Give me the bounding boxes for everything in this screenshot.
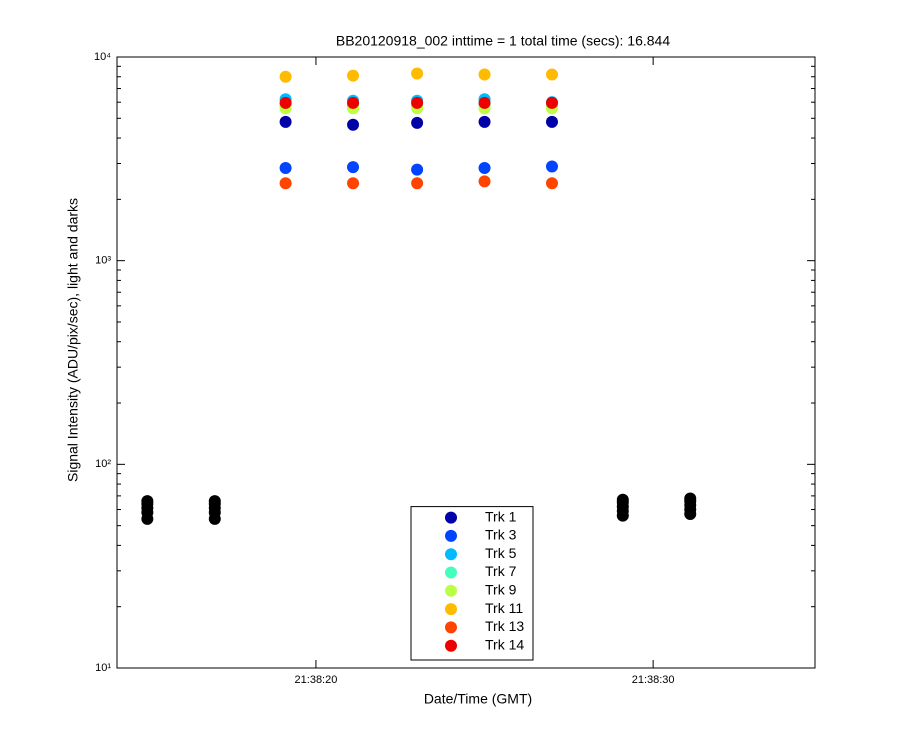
point <box>347 118 360 131</box>
legend-label: Trk 13 <box>485 618 524 634</box>
point <box>545 115 558 128</box>
point <box>545 177 558 190</box>
legend-marker <box>445 584 457 597</box>
legend-box <box>410 506 534 661</box>
y-tick-label: 10² <box>95 458 111 470</box>
point <box>411 67 424 80</box>
point <box>347 177 360 190</box>
legend-label: Trk 5 <box>485 545 517 561</box>
point <box>279 177 292 190</box>
legend-marker <box>445 639 457 652</box>
point <box>411 163 424 176</box>
x-tick-label: 21:38:30 <box>632 674 675 686</box>
legend-marker <box>445 529 457 542</box>
legend-label: Trk 1 <box>485 508 517 524</box>
point <box>279 96 292 109</box>
dark-point <box>684 492 697 505</box>
dark-point <box>208 495 221 508</box>
x-tick-label: 21:38:20 <box>295 674 338 686</box>
legend-marker <box>445 621 457 634</box>
legend-marker <box>445 511 457 524</box>
legend-label: Trk 9 <box>485 582 517 598</box>
dark-point <box>141 495 154 508</box>
legend-marker <box>445 566 457 579</box>
point <box>279 115 292 128</box>
dark-point <box>616 493 629 506</box>
legend-label: Trk 3 <box>485 527 517 543</box>
point <box>411 116 424 129</box>
point <box>411 177 424 190</box>
point <box>279 162 292 175</box>
point <box>545 160 558 173</box>
y-tick-label: 10¹ <box>95 662 111 674</box>
point <box>545 96 558 109</box>
legend-label: Trk 14 <box>485 636 524 652</box>
point <box>411 96 424 109</box>
point <box>347 69 360 82</box>
point <box>478 115 491 128</box>
legend-label: Trk 7 <box>485 563 517 579</box>
legend-label: Trk 11 <box>485 600 523 616</box>
point <box>545 68 558 81</box>
x-axis-label: Date/Time (GMT) <box>424 691 532 707</box>
point <box>478 175 491 188</box>
point <box>478 68 491 81</box>
point <box>478 162 491 175</box>
point <box>478 96 491 109</box>
y-tick-label: 10³ <box>95 255 111 267</box>
point <box>279 70 292 83</box>
chart-title: BB20120918_002 inttime = 1 total time (s… <box>336 33 670 49</box>
y-tick-label: 10⁴ <box>94 51 111 63</box>
point <box>347 161 360 174</box>
y-axis-label: Signal Intensity (ADU/pix/sec), light an… <box>65 198 81 482</box>
point <box>347 96 360 109</box>
legend-marker <box>445 548 457 561</box>
legend-marker <box>445 603 457 616</box>
